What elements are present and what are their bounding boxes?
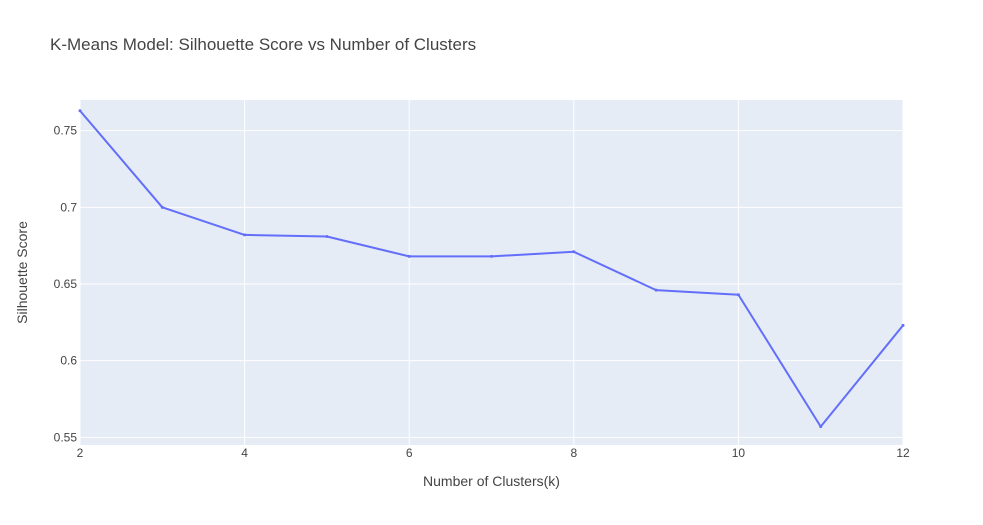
data-points (78, 109, 905, 429)
x-tick-label: 2 (77, 446, 84, 460)
data-point (819, 425, 823, 429)
x-tick-label: 10 (732, 446, 746, 460)
data-point (654, 288, 658, 292)
data-point (407, 254, 411, 258)
x-tick-label: 4 (241, 446, 248, 460)
x-tick-label: 6 (406, 446, 413, 460)
y-tick-label: 0.6 (60, 354, 77, 368)
data-point (243, 233, 247, 237)
y-tick-label: 0.65 (54, 277, 78, 291)
y-axis-ticks: 0.55 0.6 0.65 0.7 0.75 (54, 124, 78, 445)
x-axis-ticks: 2 4 6 8 10 12 (77, 446, 910, 460)
data-point (325, 234, 329, 238)
y-axis-title: Silhouette Score (14, 221, 30, 324)
plot-area (80, 100, 903, 445)
y-tick-label: 0.55 (54, 430, 78, 444)
data-point (490, 254, 493, 258)
x-tick-label: 8 (570, 446, 577, 460)
x-tick-label: 12 (896, 446, 910, 460)
data-point (736, 293, 740, 297)
data-point (160, 205, 164, 209)
x-axis-title: Number of Clusters(k) (423, 473, 560, 489)
grid-lines (79, 100, 904, 445)
chart-title: K-Means Model: Silhouette Score vs Numbe… (50, 35, 476, 54)
y-tick-label: 0.7 (60, 200, 77, 214)
data-point (901, 323, 905, 327)
data-point (572, 250, 576, 254)
y-tick-label: 0.75 (54, 124, 78, 138)
data-point (78, 109, 82, 113)
